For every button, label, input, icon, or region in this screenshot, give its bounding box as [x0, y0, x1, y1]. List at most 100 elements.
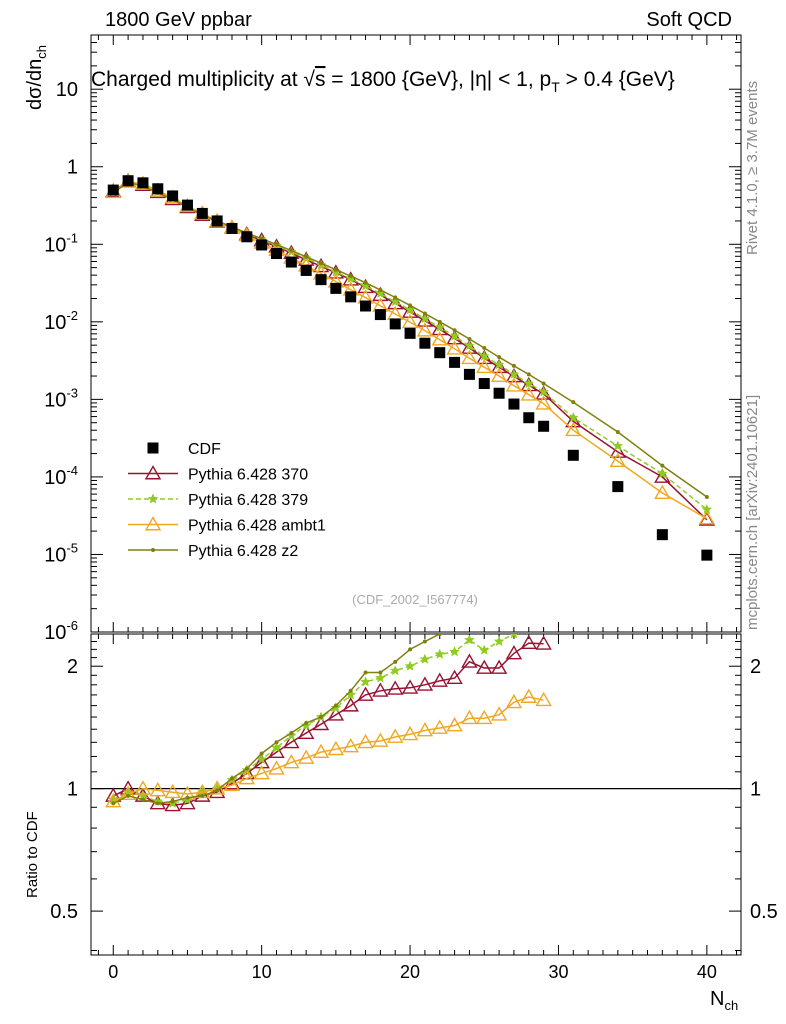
series-4-ratio-point: [215, 788, 220, 793]
series-4-ratio-point: [437, 634, 442, 636]
series-2-ratio-point: [389, 665, 401, 676]
series-1-ratio-point: [283, 733, 300, 749]
header-category-label: Soft QCD: [646, 9, 732, 31]
series-2-point: [523, 377, 535, 389]
series-4-point: [304, 254, 309, 259]
legend-label: CDF: [188, 441, 221, 458]
series-1-ratio-point: [446, 669, 463, 685]
series-3-point: [505, 377, 523, 392]
x-axis-label: Nch: [710, 988, 738, 1013]
series-2-ratio-point: [434, 648, 446, 659]
series-2-point: [493, 359, 505, 370]
series-2-ratio-line: [112, 634, 516, 805]
cdf-data-point: [256, 239, 268, 251]
cdf-data-point: [656, 529, 668, 541]
series-4-ratio-point: [185, 795, 190, 800]
cdf-data-point: [211, 215, 223, 227]
series-4-point: [497, 355, 502, 360]
series-4-ratio-point: [229, 776, 234, 781]
series-2-point: [567, 412, 579, 423]
series-1-ratio-point: [297, 724, 315, 739]
series-2-ratio-point: [464, 634, 475, 645]
series-1-ratio-point: [372, 682, 389, 697]
series-4-ratio-point: [244, 766, 249, 771]
header-energy-label: 1800 GeV ppbar: [105, 9, 252, 31]
series-3-ratio-point: [357, 733, 374, 749]
legend-marker: [144, 516, 162, 531]
series-4-ratio-point: [259, 751, 264, 756]
series-1-point: [431, 320, 448, 336]
series-3-point: [401, 313, 419, 329]
ratio-panel-series: [105, 587, 552, 812]
series-4-point: [467, 337, 472, 342]
series-3-point: [654, 484, 671, 499]
series-2-point: [449, 330, 460, 341]
series-3-point: [565, 421, 582, 437]
series-3-ratio-line: [112, 696, 544, 803]
cdf-data-point: [196, 207, 208, 219]
series-4-ratio-point: [289, 731, 294, 736]
series-4-point: [437, 319, 442, 324]
series-1-ratio-point: [431, 672, 448, 687]
cdf-data-point: [167, 190, 179, 202]
cdf-data-point: [271, 248, 283, 260]
series-2-point: [478, 350, 490, 361]
series-3-ratio-point: [490, 706, 508, 721]
x-tick-label: 20: [400, 962, 420, 982]
main-panel-axes: 10-6 10-5 10-4 10-3 10-2 10-1 1 10: [44, 34, 742, 644]
series-3-ratio-point: [520, 688, 537, 703]
chart-title: Charged multiplicity at √s = 1800 {GeV},…: [91, 68, 675, 95]
series-4-point: [289, 248, 294, 253]
series-1-point: [416, 312, 434, 327]
y-tick-label: 1: [67, 157, 78, 179]
ratio-tick-label-left: 2: [67, 656, 78, 678]
series-3-ratio-point: [387, 728, 404, 743]
y-tick-label: 10-2: [44, 308, 78, 334]
series-2-point: [404, 304, 416, 315]
series-2-point: [612, 440, 624, 451]
y-tick-label: 10-6: [44, 618, 78, 644]
series-4-ratio-point: [126, 793, 131, 798]
series-2-point: [464, 340, 475, 351]
series-2-point: [508, 368, 520, 379]
legend-marker: [144, 465, 162, 480]
series-4-ratio-point: [408, 647, 413, 652]
series-1-ratio-point: [387, 680, 404, 695]
series-3-point: [698, 510, 716, 525]
series-1-ratio-point: [535, 635, 552, 650]
series-1-point: [446, 330, 463, 345]
series-1-point: [401, 303, 419, 318]
series-4-ratio-point: [467, 611, 471, 615]
series-2-ratio-point: [510, 634, 518, 639]
ratio-tick-label-right: 1: [750, 779, 761, 801]
series-4-ratio-point: [319, 715, 324, 720]
cdf-data-point: [285, 256, 297, 268]
series-1-ratio-point: [312, 715, 330, 731]
series-4-point: [571, 400, 576, 405]
cdf-data-point: [508, 398, 520, 410]
series-4-ratio-point: [348, 688, 353, 693]
cdf-data-point: [389, 318, 401, 330]
series-4-point: [408, 303, 413, 308]
series-3-ratio-point: [105, 793, 122, 808]
series-3-ratio-point: [401, 725, 419, 741]
y-tick-label: 10: [56, 79, 78, 101]
series-4-point: [378, 287, 383, 292]
series-4-ratio-point: [527, 587, 531, 591]
series-4-ratio-point: [378, 670, 383, 675]
series-1-point: [609, 443, 627, 458]
series-1-point: [535, 385, 552, 400]
cdf-data-point: [612, 481, 624, 493]
cdf-data-point: [360, 300, 372, 312]
series-2-ratio-point: [345, 689, 357, 700]
series-4-point: [393, 295, 398, 300]
series-1-point: [520, 376, 537, 392]
series-4-point: [660, 463, 665, 468]
x-tick-label: 0: [108, 962, 118, 982]
series-3-ratio-point: [223, 776, 241, 792]
cdf-data-point: [181, 199, 193, 211]
series-2-ratio-point: [449, 646, 460, 657]
series-4-ratio-point: [304, 721, 309, 726]
series-3-ratio-point: [476, 709, 493, 725]
